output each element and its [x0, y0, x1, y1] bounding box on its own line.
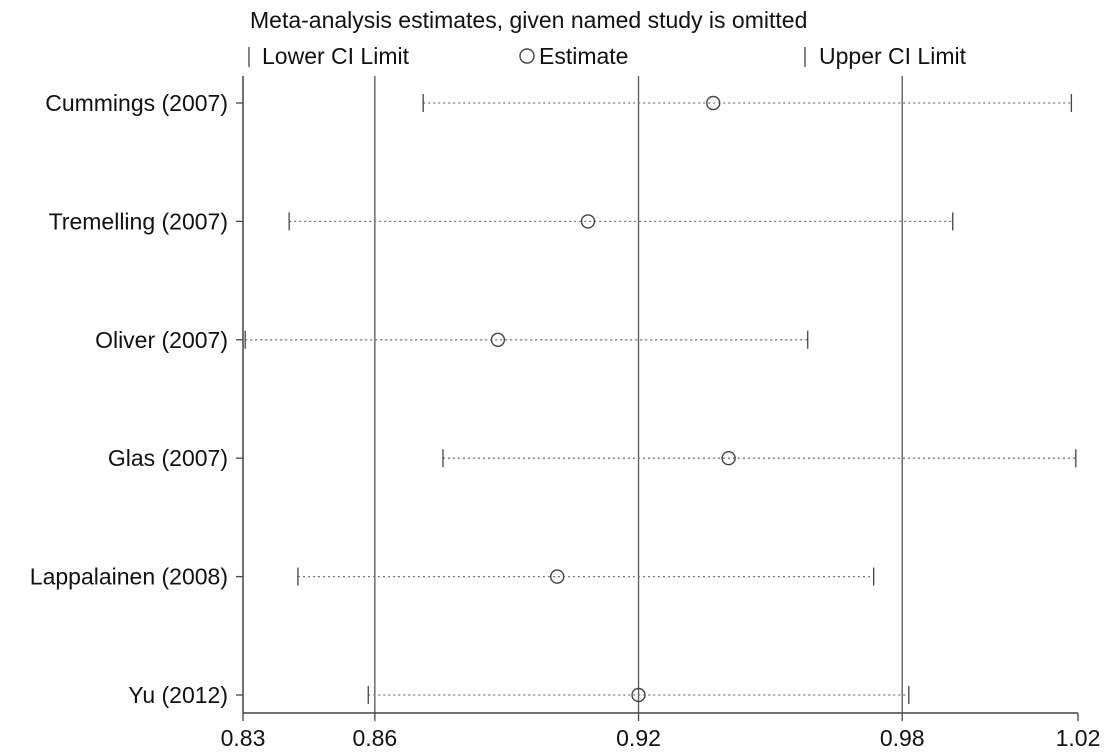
- x-tick-label: 0.98: [880, 725, 925, 751]
- estimate-marker: [550, 569, 565, 584]
- study-rows: Cummings (2007) Tremelling (2007) Oliver (…: [30, 90, 1077, 708]
- estimate-marker: [721, 451, 736, 466]
- estimate-marker: [490, 332, 506, 347]
- study-row: Lappalainen (2008): [30, 564, 875, 590]
- legend-estimate-symbol: [519, 48, 535, 64]
- x-tick-label: 1.02: [1056, 725, 1101, 751]
- legend-upper-ci-label: Upper CI Limit: [819, 43, 967, 69]
- legend: Lower CI Limit Estimate Upper CI Limit: [248, 43, 967, 69]
- study-label: Yu (2012): [128, 682, 228, 708]
- axes: [242, 76, 1078, 714]
- estimate-marker: [580, 214, 596, 229]
- estimate-marker: [706, 95, 721, 111]
- study-label: Cummings (2007): [45, 90, 228, 116]
- chart-title: Meta-analysis estimates, given named stu…: [250, 7, 807, 33]
- study-row: Yu (2012): [128, 682, 910, 708]
- x-axis-ticks: 0.83 0.86 0.92 0.98 1.02: [221, 713, 1101, 751]
- estimate-marker: [631, 687, 646, 703]
- study-row: Cummings (2007): [45, 90, 1073, 116]
- study-label: Oliver (2007): [95, 327, 228, 353]
- study-label: Lappalainen (2008): [30, 564, 228, 590]
- study-row: Tremelling (2007): [49, 208, 954, 234]
- study-row: Glas (2007): [108, 445, 1077, 471]
- reference-lines: [374, 76, 903, 713]
- x-tick-label: 0.92: [616, 725, 661, 751]
- x-tick-label: 0.83: [221, 725, 266, 751]
- x-tick-label: 0.86: [352, 725, 397, 751]
- legend-estimate-label: Estimate: [539, 43, 628, 69]
- legend-lower-ci-label: Lower CI Limit: [262, 43, 410, 69]
- study-row: Oliver (2007): [95, 327, 809, 353]
- study-label: Tremelling (2007): [49, 208, 228, 234]
- study-label: Glas (2007): [108, 445, 228, 471]
